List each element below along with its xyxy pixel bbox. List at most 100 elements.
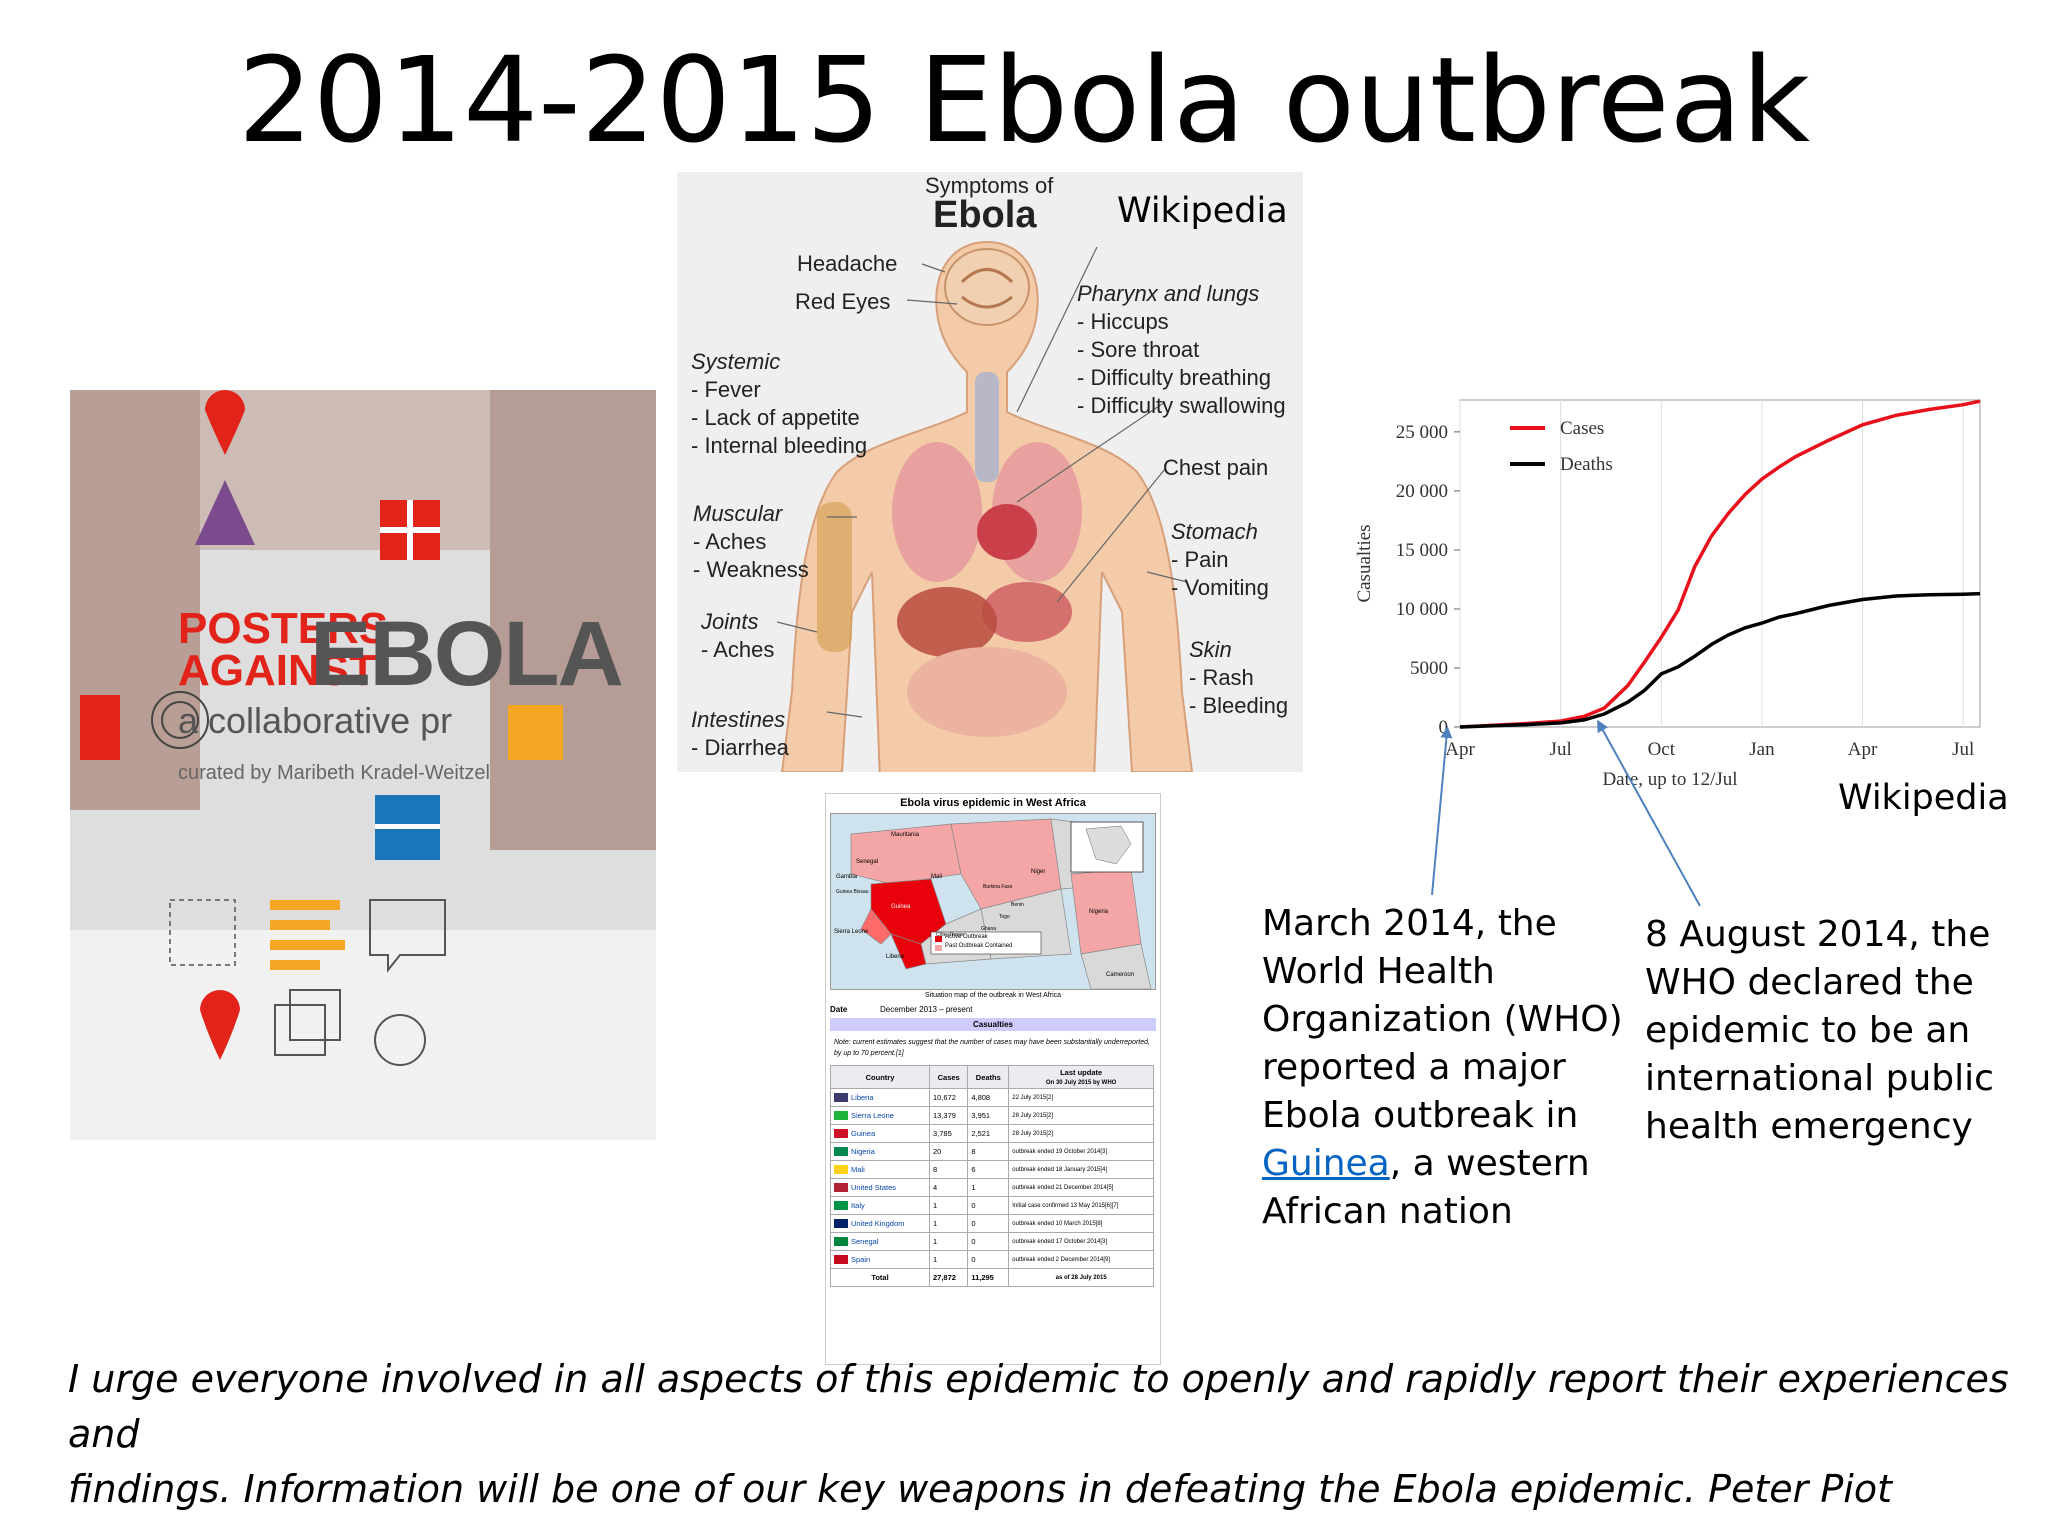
label-pharynx-text: Pharynx and lungs [1077, 281, 1260, 306]
map-shapes [831, 814, 1155, 989]
map-caption: Situation map of the outbreak in West Af… [924, 992, 1062, 999]
legend-active: Active Outbreak [945, 934, 988, 940]
map-label: Mauritania [891, 832, 920, 838]
x-tick-label: Apr [1445, 739, 1475, 760]
country-link[interactable]: Liberia [851, 1092, 874, 1102]
y-tick-label: 25 000 [1396, 422, 1448, 443]
flag-icon [834, 1201, 848, 1211]
x-tick-label: Apr [1848, 739, 1878, 760]
legend-past: Past Outbreak Contained [945, 943, 1013, 949]
table-total-row: Total 27,872 11,295 as of 28 July 2015 [830, 1268, 1154, 1287]
poster-photo: POSTERS AGAINST EBOLA a collaborative pr… [70, 390, 656, 1140]
country-link[interactable]: Guinea [851, 1128, 876, 1138]
cases-cell: 10,672 [928, 1088, 969, 1107]
country-cell[interactable]: Spain [830, 1250, 930, 1269]
cases-cell: 1 [928, 1250, 969, 1269]
country-link[interactable]: Senegal [851, 1236, 879, 1246]
guinea-link[interactable]: Guinea [1262, 1143, 1390, 1184]
label-bleeding: - Bleeding [1189, 693, 1289, 718]
label-intestines: Intestines [691, 706, 785, 734]
deaths-cell: 0 [967, 1232, 1010, 1251]
table-row: Senegal 1 0 outbreak ended 17 October 2014[… [830, 1232, 1154, 1251]
west-africa-map: Active Outbreak Past Outbreak Contained … [830, 813, 1156, 990]
date-label: Date [830, 1005, 848, 1014]
country-cell[interactable]: Guinea [830, 1124, 930, 1143]
update-cell: outbreak ended 2 December 2014[9] [1008, 1250, 1154, 1269]
country-link[interactable]: Nigeria [851, 1146, 875, 1156]
total-update: as of 28 July 2015 [1008, 1268, 1154, 1287]
flag-icon [834, 1219, 848, 1229]
callout-march-line-6: Guinea, a western [1262, 1140, 1623, 1188]
flag-icon [834, 1183, 848, 1193]
map-label: Guinea [891, 904, 911, 910]
table-row: Nigeria 20 8 outbreak ended 19 October 2014… [830, 1142, 1154, 1161]
map-label: Niger [1031, 869, 1046, 875]
label-pharynx: Pharynx and lungs [1077, 280, 1259, 308]
country-cell[interactable]: Sierra Leone [830, 1106, 930, 1125]
country-link[interactable]: Sierra Leone [851, 1110, 894, 1120]
date-value: December 2013 – present [880, 1005, 973, 1014]
callout-march-line: Organization (WHO) [1262, 999, 1623, 1040]
label-difficulty-swallowing: - Difficulty swallowing [1077, 393, 1286, 418]
map-label: Burkina Faso [983, 884, 1013, 890]
map-label: Togo [999, 914, 1010, 920]
col-country: Country [830, 1065, 930, 1089]
source-label-wikipedia-1: Wikipedia [1117, 191, 1288, 231]
country-cell[interactable]: Liberia [830, 1088, 930, 1107]
poster-curator: curated by Maribeth Kradel-Weitzel [178, 762, 490, 784]
deaths-cell: 0 [967, 1196, 1010, 1215]
country-cell[interactable]: United States [830, 1178, 930, 1197]
label-aches-2: - Aches [701, 637, 775, 662]
callout-august-line: WHO declared the [1645, 962, 1974, 1003]
deaths-cell: 1 [967, 1178, 1010, 1197]
date-row: Date December 2013 – present [830, 1005, 1156, 1014]
legend-label: Cases [1560, 418, 1604, 439]
country-link[interactable]: Italy [851, 1200, 865, 1210]
country-link[interactable]: United States [851, 1182, 897, 1192]
quote-line-1: I urge everyone involved in all aspects … [68, 1357, 2009, 1456]
x-axis-label: Date, up to 12/Jul [1602, 769, 1737, 790]
flag-icon [834, 1111, 848, 1121]
country-cell[interactable]: Nigeria [830, 1142, 930, 1161]
country-cell[interactable]: United Kingdom [830, 1214, 930, 1233]
country-link[interactable]: United Kingdom [851, 1218, 905, 1228]
y-tick-label: 10 000 [1396, 599, 1448, 620]
map-label: Ghana [981, 926, 997, 932]
label-skin-text: Skin [1189, 637, 1232, 662]
y-tick-label: 20 000 [1396, 481, 1448, 502]
label-vomiting: - Vomiting [1171, 575, 1269, 600]
col-update-sub: On 30 July 2015 by WHO [1045, 1080, 1117, 1086]
map-label: Benin [1011, 902, 1024, 908]
label-appetite: - Lack of appetite [691, 405, 860, 430]
col-update-label: Last update [1060, 1068, 1103, 1077]
callout-august-line: 8 August 2014, the [1645, 914, 1991, 955]
casualties-header: Casualties [830, 1018, 1156, 1031]
total-cases: 27,872 [928, 1268, 969, 1287]
cases-cell: 20 [928, 1142, 969, 1161]
update-cell: 22 July 2015[2] [1008, 1088, 1154, 1107]
update-cell: outbreak ended 10 March 2015[8] [1008, 1214, 1154, 1233]
source-label-wikipedia-2: Wikipedia [1838, 778, 2009, 818]
update-cell: outbreak ended 17 October 2014[3] [1008, 1232, 1154, 1251]
table-row: Liberia 10,672 4,808 22 July 2015[2] [830, 1088, 1154, 1107]
deaths-cell: 4,808 [967, 1088, 1010, 1107]
country-cell[interactable]: Mali [830, 1160, 930, 1179]
col-update: Last update On 30 July 2015 by WHO [1008, 1065, 1154, 1089]
y-axis-label: Casualties [1354, 524, 1375, 602]
update-cell: outbreak ended 19 October 2014[3] [1008, 1142, 1154, 1161]
callout-august-2014: 8 August 2014, the WHO declared the epid… [1645, 911, 1994, 1151]
country-cell[interactable]: Italy [830, 1196, 930, 1215]
cases-cell: 4 [928, 1178, 969, 1197]
country-link[interactable]: Spain [851, 1254, 871, 1264]
table-row: Sierra Leone 13,379 3,951 28 July 2015[2] [830, 1106, 1154, 1125]
label-muscular-text: Muscular [693, 501, 783, 526]
country-cell[interactable]: Senegal [830, 1232, 930, 1251]
flag-icon [834, 1165, 848, 1175]
table-row: Mali 8 6 outbreak ended 18 January 2015[4] [830, 1160, 1154, 1179]
chart-svg: Apr Jul Oct Jan Apr Jul 0 5000 10 000 15 000 20 00… [1354, 399, 1981, 790]
country-link[interactable]: Mali [851, 1164, 865, 1174]
wikipedia-infobox: Ebola virus epidemic in West Africa [825, 793, 1161, 1365]
flag-icon [834, 1255, 848, 1265]
map-label: Senegal [856, 859, 879, 865]
callout-august-line: international public [1645, 1058, 1994, 1099]
